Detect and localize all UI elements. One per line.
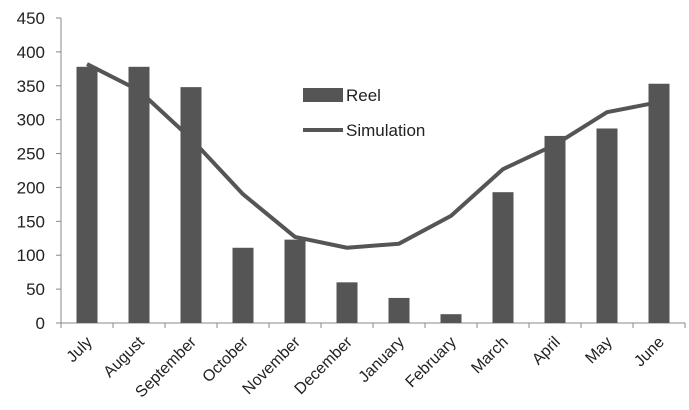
y-tick-label: 0	[36, 314, 45, 333]
x-tick-label: June	[631, 334, 668, 371]
x-tick-label: December	[292, 333, 357, 398]
bar-reel	[648, 83, 670, 323]
x-tick-label: August	[101, 333, 149, 381]
y-tick-label: 300	[17, 111, 45, 130]
bar-reel	[388, 297, 410, 323]
y-tick-label: 250	[17, 145, 45, 164]
line-series-simulation	[86, 62, 660, 250]
bar-reel	[128, 66, 150, 324]
x-tick-label: February	[403, 334, 460, 391]
y-tick-label: 100	[17, 246, 45, 265]
bar-reel	[284, 239, 306, 323]
line-simulation	[86, 62, 660, 250]
bar-series-reel	[76, 66, 670, 324]
bar-reel	[180, 87, 202, 323]
bar-reel	[440, 314, 462, 323]
plot-frame	[60, 18, 685, 324]
y-tick-label: 150	[17, 212, 45, 231]
y-tick-label: 450	[17, 9, 45, 28]
bar-reel	[336, 282, 358, 323]
legend-label-simulation: Simulation	[346, 121, 425, 140]
bar-reel	[76, 66, 98, 324]
y-tick-label: 200	[17, 178, 45, 197]
x-tick-label: January	[356, 334, 408, 386]
x-tick-label: July	[64, 334, 96, 366]
legend: Reel Simulation	[303, 86, 425, 140]
x-tick-label: May	[582, 334, 615, 367]
bar-reel	[232, 247, 254, 323]
y-tick-label: 350	[17, 77, 45, 96]
y-ticks: 0 50 100 150 200 250 300 350 400 450	[17, 9, 61, 333]
bar-reel	[596, 128, 618, 323]
bar-reel	[544, 135, 566, 323]
y-tick-label: 50	[26, 280, 45, 299]
legend-swatch-reel	[303, 88, 343, 102]
x-tick-label: March	[468, 334, 511, 377]
y-tick-label: 400	[17, 43, 45, 62]
x-tick-label: October	[200, 333, 253, 386]
bar-reel	[492, 192, 514, 323]
x-tick-label: April	[529, 334, 564, 369]
legend-label-reel: Reel	[346, 86, 381, 105]
